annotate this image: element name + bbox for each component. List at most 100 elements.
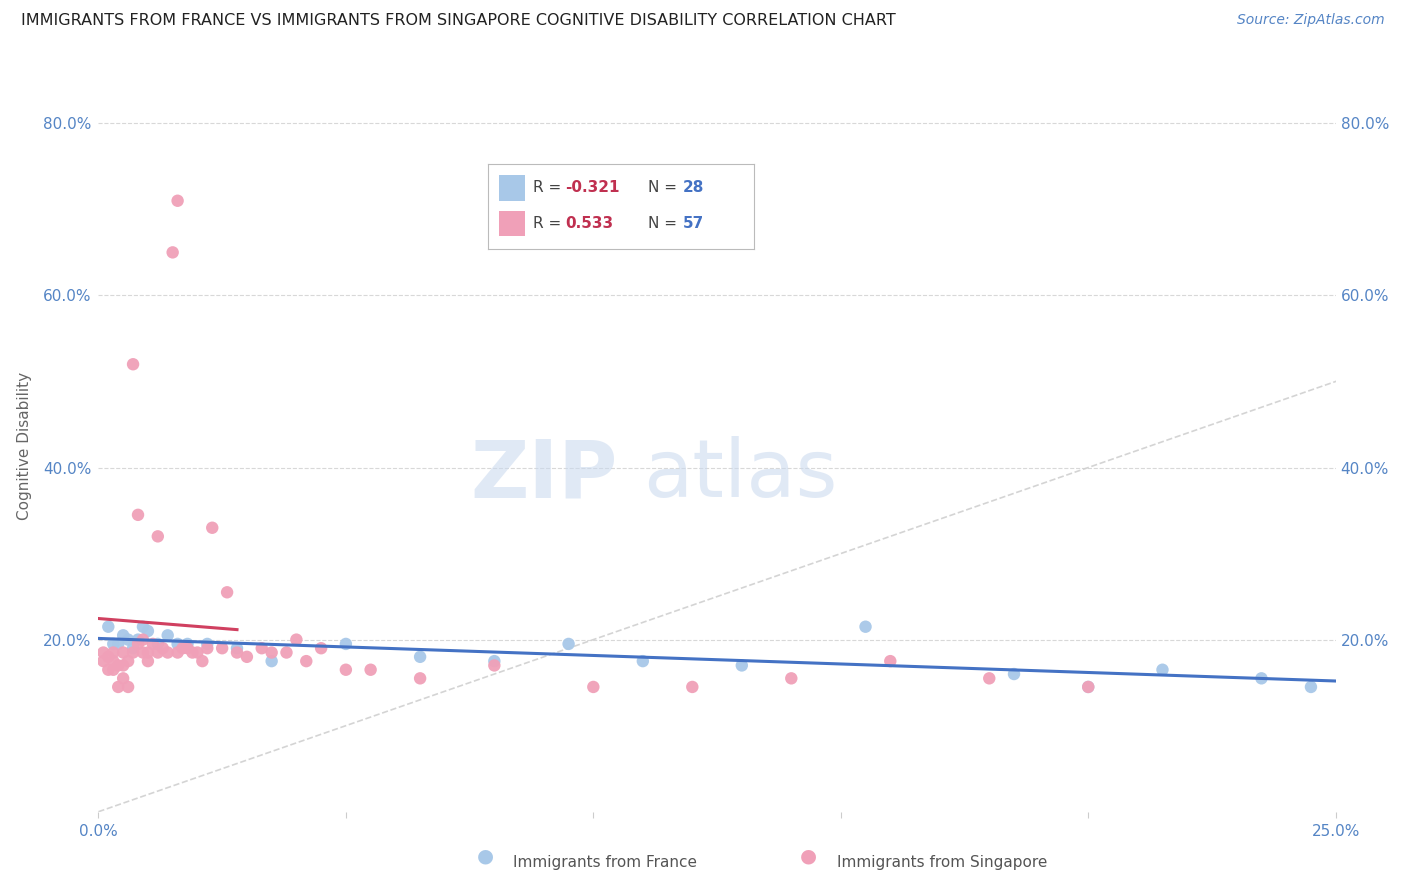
Text: 57: 57 (682, 216, 703, 231)
Text: R =: R = (533, 216, 567, 231)
Point (186, 646, 208, 660)
Text: N =: N = (648, 180, 682, 195)
Point (156, 646, 179, 660)
Point (146, 637, 169, 651)
Point (172, 641, 194, 656)
Point (181, 646, 204, 660)
Point (112, 646, 135, 660)
Point (107, 658, 129, 673)
Point (103, 663, 125, 677)
Text: Immigrants from France: Immigrants from France (513, 855, 697, 870)
Point (195, 641, 218, 656)
Point (780, 671, 803, 685)
Point (146, 529, 169, 543)
Text: Source: ZipAtlas.com: Source: ZipAtlas.com (1237, 13, 1385, 28)
Point (166, 637, 188, 651)
Point (156, 628, 179, 642)
Point (122, 357, 145, 371)
Point (162, 245, 184, 260)
Point (631, 654, 654, 668)
Point (136, 624, 159, 638)
Text: 0.533: 0.533 (565, 216, 613, 231)
Point (1299, 680, 1322, 694)
Point (484, 658, 506, 673)
Point (309, 641, 332, 656)
Point (1250, 671, 1272, 685)
Point (731, 658, 754, 673)
Point (979, 671, 1001, 685)
Point (166, 646, 188, 660)
Point (93, 654, 115, 668)
Point (681, 680, 703, 694)
Point (107, 637, 129, 651)
Point (103, 646, 125, 660)
Point (117, 680, 139, 694)
Point (201, 521, 224, 535)
Point (582, 680, 605, 694)
Text: IMMIGRANTS FROM FRANCE VS IMMIGRANTS FROM SINGAPORE COGNITIVE DISABILITY CORRELA: IMMIGRANTS FROM FRANCE VS IMMIGRANTS FRO… (21, 13, 896, 29)
Point (97, 663, 120, 677)
Point (236, 649, 259, 664)
Point (122, 646, 145, 660)
Point (112, 658, 135, 673)
Point (136, 654, 159, 668)
Point (176, 637, 198, 651)
Text: N =: N = (648, 216, 682, 231)
Point (217, 585, 239, 599)
Point (132, 620, 155, 634)
Text: 28: 28 (682, 180, 704, 195)
Point (107, 680, 129, 694)
Point (132, 646, 155, 660)
Point (276, 646, 298, 660)
Point (260, 654, 283, 668)
Point (146, 646, 169, 660)
Bar (499, 211, 526, 235)
Point (93, 646, 115, 660)
Text: ZIP: ZIP (471, 436, 619, 515)
Point (557, 637, 579, 651)
Text: -0.321: -0.321 (565, 180, 620, 195)
Point (97, 649, 120, 664)
Point (335, 663, 357, 677)
Point (132, 632, 155, 647)
Point (285, 632, 308, 647)
Point (226, 641, 249, 656)
Point (409, 649, 432, 664)
Text: ●: ● (477, 847, 494, 865)
Bar (499, 176, 526, 201)
Text: ●: ● (800, 847, 817, 865)
Point (1002, 667, 1025, 681)
Point (1077, 680, 1099, 694)
Point (409, 671, 432, 685)
Point (295, 654, 318, 668)
Point (122, 641, 145, 656)
Point (855, 620, 877, 634)
Point (191, 654, 214, 668)
Point (136, 646, 159, 660)
Point (117, 632, 139, 647)
Point (176, 641, 198, 656)
Point (226, 646, 249, 660)
Point (211, 641, 233, 656)
Point (127, 637, 149, 651)
Point (195, 637, 218, 651)
Point (112, 671, 135, 685)
Point (484, 654, 506, 668)
Point (103, 654, 125, 668)
Point (112, 628, 135, 642)
Point (360, 663, 382, 677)
Point (1077, 680, 1099, 694)
Point (127, 632, 149, 647)
Point (335, 637, 357, 651)
Point (152, 641, 174, 656)
Point (250, 641, 273, 656)
Point (127, 508, 149, 522)
Point (879, 654, 901, 668)
Point (97, 620, 120, 634)
Point (117, 654, 139, 668)
Y-axis label: Cognitive Disability: Cognitive Disability (17, 372, 32, 520)
Point (1152, 663, 1174, 677)
Text: Immigrants from Singapore: Immigrants from Singapore (837, 855, 1047, 870)
Point (142, 637, 165, 651)
Point (103, 637, 125, 651)
